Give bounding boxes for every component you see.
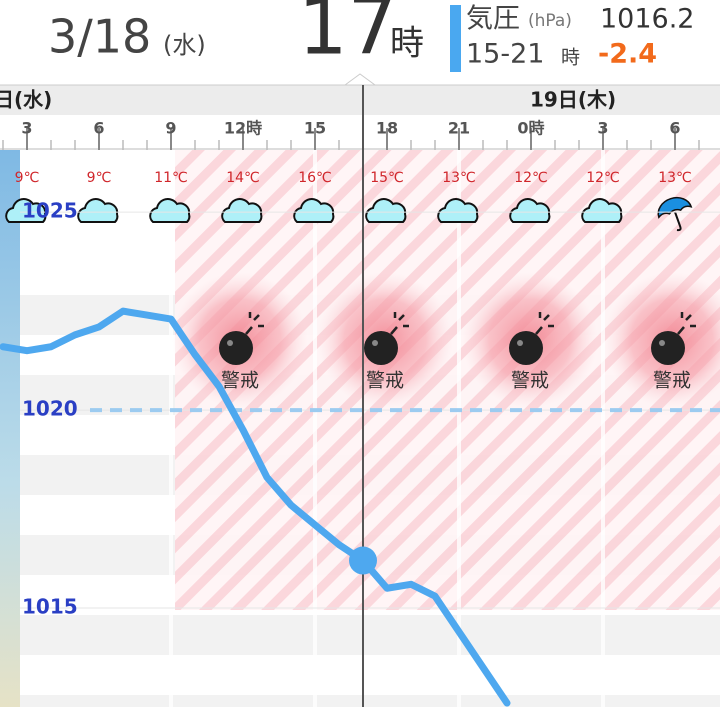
- x-tick-label: 0時: [517, 119, 544, 138]
- weather-icon: [5, 198, 47, 223]
- weather-icon: [77, 198, 119, 223]
- chart-background: [0, 150, 720, 707]
- x-tick-label: 18: [376, 119, 398, 138]
- y-tick-label: 1015: [22, 595, 78, 619]
- bomb: [364, 331, 398, 365]
- temperature: 16℃: [298, 170, 332, 186]
- date-label: 19日(木): [530, 88, 616, 112]
- temperature: 9℃: [15, 170, 40, 186]
- weather-icon: [221, 198, 263, 223]
- bomb-fuse: [535, 312, 554, 335]
- cloud: [5, 198, 47, 223]
- date-label: 日(水): [0, 88, 52, 112]
- warning-label: 警戒: [221, 370, 259, 392]
- umbrella-handle: [674, 211, 682, 232]
- warning-label: 警戒: [653, 370, 691, 392]
- x-tick-label: 21: [448, 119, 470, 138]
- x-tick-label: 12時: [224, 119, 262, 138]
- bomb-shine: [372, 340, 378, 346]
- y-tick-label: 1025: [22, 199, 78, 223]
- weather-icon: [149, 198, 191, 223]
- temperature: 11℃: [154, 170, 188, 186]
- bomb-shine: [227, 340, 233, 346]
- cloud: [221, 198, 263, 223]
- x-tick-label: 6: [669, 119, 680, 138]
- range-unit: 時: [561, 47, 580, 69]
- warning-label: 警戒: [511, 370, 549, 392]
- notch: [343, 73, 377, 86]
- range: 15-21: [466, 39, 544, 70]
- weather-icon: [365, 198, 407, 223]
- x-tick-label: 6: [93, 119, 104, 138]
- pressure-marker: [450, 5, 461, 72]
- hour-ruler: [0, 115, 720, 150]
- hour: 17: [298, 0, 397, 72]
- cloud: [581, 198, 623, 223]
- bomb-fuse: [677, 312, 696, 335]
- temperature: 14℃: [226, 170, 260, 186]
- weather-icon: [581, 198, 623, 223]
- bomb-fuse: [245, 312, 264, 335]
- cloud: [293, 198, 335, 223]
- side-bar: [0, 150, 20, 707]
- weather-icon: [293, 198, 335, 223]
- pressure-change: -2.4: [598, 39, 657, 70]
- bomb-fuse: [390, 312, 409, 335]
- x-tick-label: 15: [304, 119, 326, 138]
- pressure-label: 気圧: [466, 4, 520, 35]
- cloud: [509, 198, 551, 223]
- bomb: [651, 331, 685, 365]
- temperature: 15℃: [370, 170, 404, 186]
- date: 3/18: [48, 10, 151, 64]
- warning-label: 警戒: [366, 370, 404, 392]
- cloud: [365, 198, 407, 223]
- weekday: (水): [163, 31, 206, 59]
- temperature: 12℃: [586, 170, 620, 186]
- x-tick-label: 3: [21, 119, 32, 138]
- hour-unit: 時: [390, 24, 424, 64]
- x-tick-label: 9: [165, 119, 176, 138]
- cloud: [437, 198, 479, 223]
- bomb-shine: [517, 340, 523, 346]
- pressure-value: 1016.2: [600, 4, 694, 35]
- cloud: [149, 198, 191, 223]
- weather-icon: [437, 198, 479, 223]
- pressure-unit: (hPa): [528, 11, 572, 31]
- cloud: [77, 198, 119, 223]
- temperature: 12℃: [514, 170, 548, 186]
- temperature: 13℃: [442, 170, 476, 186]
- x-tick-label: 3: [597, 119, 608, 138]
- date-row: [0, 85, 720, 115]
- pressure-line: [0, 307, 511, 707]
- weather-icon: [509, 198, 551, 223]
- bomb: [509, 331, 543, 365]
- current-point: [349, 546, 377, 575]
- bomb: [219, 331, 253, 365]
- y-tick-label: 1020: [22, 397, 78, 421]
- bomb-shine: [659, 340, 665, 346]
- temperature: 13℃: [658, 170, 692, 186]
- temperature: 9℃: [87, 170, 112, 186]
